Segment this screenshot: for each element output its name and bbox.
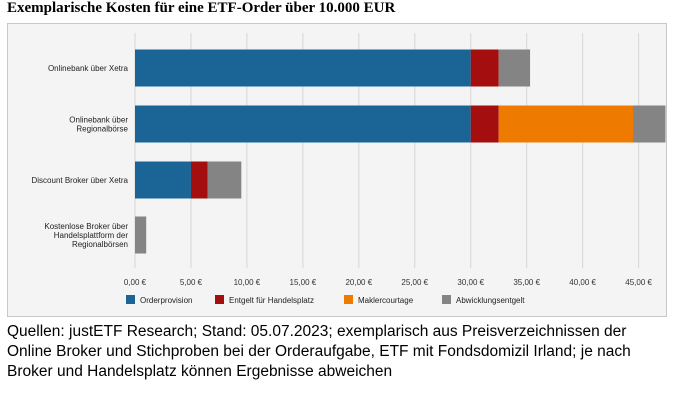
x-tick-label: 5,00 € [180,278,203,287]
legend-swatch [344,295,353,304]
legend-swatch [126,295,135,304]
bar-segment [470,49,499,87]
x-tick-label: 20,00 € [345,278,372,287]
bar-segment [135,216,147,254]
category-label: Regionalbörse [76,125,128,134]
legend-label: Entgelt für Handelsplatz [229,296,314,305]
bar-segment [135,49,471,87]
x-tick-label: 35,00 € [513,278,540,287]
x-tick-label: 15,00 € [290,278,317,287]
x-tick-label: 30,00 € [457,278,484,287]
bar-segment [498,105,634,143]
legend-label: Maklercourtage [358,296,414,305]
legend-swatch [215,295,224,304]
category-label: Discount Broker über Xetra [32,176,129,185]
category-label: Onlinebank über [69,116,128,125]
source-caption: Quellen: justETF Research; Stand: 05.07.… [7,323,631,380]
legend-swatch [442,295,451,304]
x-tick-label: 40,00 € [569,278,596,287]
bar-segment [498,49,531,87]
category-label: Handelsplattform der [54,231,129,240]
bar-segment [135,105,471,143]
bar-segment [633,105,666,143]
legend-label: Orderprovision [140,296,192,305]
bar-segment [207,161,242,199]
chart-title: Exemplarische Kosten für eine ETF-Order … [7,0,396,16]
legend-label: Abwicklungsentgelt [456,296,525,305]
bar-segment [470,105,499,143]
x-tick-label: 10,00 € [234,278,261,287]
x-tick-label: 0,00 € [124,278,147,287]
category-label: Onlinebank über Xetra [48,64,129,73]
bar-segment [190,161,208,199]
chart-frame [7,23,667,317]
stacked-bar-chart: 0,00 € 5,00 € 10,00 € 15,00 € 20,00 € 25,00 €… [32,33,666,305]
x-tick-label: 25,00 € [401,278,428,287]
category-label: Kostenlose Broker über [44,222,128,231]
bar-segment [135,161,191,199]
x-tick-label: 45,00 € [625,278,652,287]
category-label: Regionalbörsen [72,240,128,249]
